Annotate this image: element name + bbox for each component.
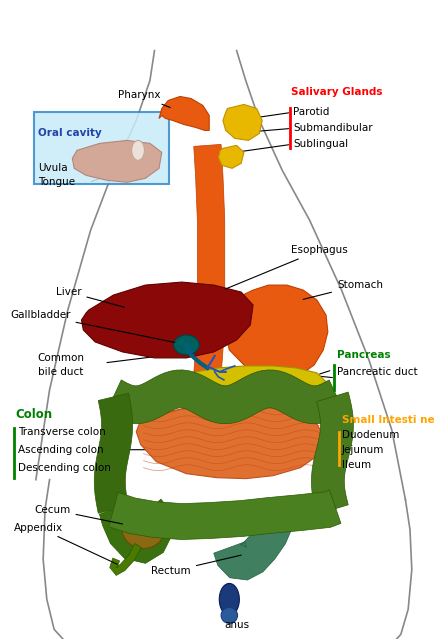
Text: Parotid: Parotid: [293, 108, 330, 118]
Text: anus: anus: [224, 620, 249, 630]
Text: Ileum: Ileum: [342, 460, 371, 470]
Text: Cecum: Cecum: [34, 504, 123, 524]
Text: Common: Common: [38, 353, 85, 363]
Polygon shape: [226, 285, 328, 378]
Text: Esophagus: Esophagus: [226, 245, 348, 289]
Polygon shape: [311, 392, 353, 515]
Polygon shape: [99, 499, 173, 563]
Text: Submandibular: Submandibular: [293, 124, 373, 133]
Text: Tongue: Tongue: [38, 177, 75, 188]
Text: Small Intesti ne: Small Intesti ne: [342, 415, 434, 425]
Polygon shape: [109, 490, 341, 540]
Text: Uvula: Uvula: [38, 163, 67, 173]
Polygon shape: [191, 366, 326, 390]
Text: Oral cavity: Oral cavity: [38, 129, 101, 138]
Text: Rectum: Rectum: [151, 555, 241, 577]
Polygon shape: [136, 405, 323, 479]
Text: Appendix: Appendix: [14, 522, 117, 564]
Ellipse shape: [132, 140, 145, 161]
Text: Descending colon: Descending colon: [18, 463, 111, 473]
Polygon shape: [82, 282, 253, 358]
Text: Jejunum: Jejunum: [342, 445, 384, 454]
Polygon shape: [203, 175, 218, 216]
Polygon shape: [214, 502, 297, 580]
Polygon shape: [159, 97, 209, 131]
Text: Liver: Liver: [56, 287, 124, 307]
Polygon shape: [219, 145, 244, 168]
Ellipse shape: [221, 607, 238, 623]
Ellipse shape: [122, 507, 165, 548]
Text: Ascending colon: Ascending colon: [18, 445, 103, 454]
Polygon shape: [94, 393, 132, 513]
Text: bile duct: bile duct: [38, 367, 83, 377]
Text: Duodenum: Duodenum: [342, 429, 399, 440]
FancyBboxPatch shape: [34, 113, 169, 184]
Text: Transverse colon: Transverse colon: [18, 427, 105, 436]
Polygon shape: [106, 370, 345, 424]
Text: Gallbladder: Gallbladder: [10, 310, 174, 342]
Text: Sublingual: Sublingual: [293, 140, 348, 149]
Ellipse shape: [173, 335, 199, 355]
Text: Colon: Colon: [16, 408, 53, 421]
Text: Pancreas: Pancreas: [337, 350, 391, 360]
Polygon shape: [72, 140, 162, 182]
Text: Pancreatic duct: Pancreatic duct: [337, 367, 417, 377]
Text: Salivary Glands: Salivary Glands: [291, 88, 383, 97]
Ellipse shape: [219, 584, 240, 615]
Text: Pharynx: Pharynx: [118, 90, 170, 108]
Polygon shape: [194, 145, 225, 376]
Polygon shape: [110, 543, 141, 575]
Polygon shape: [223, 104, 262, 140]
Text: Stomach: Stomach: [303, 280, 383, 300]
